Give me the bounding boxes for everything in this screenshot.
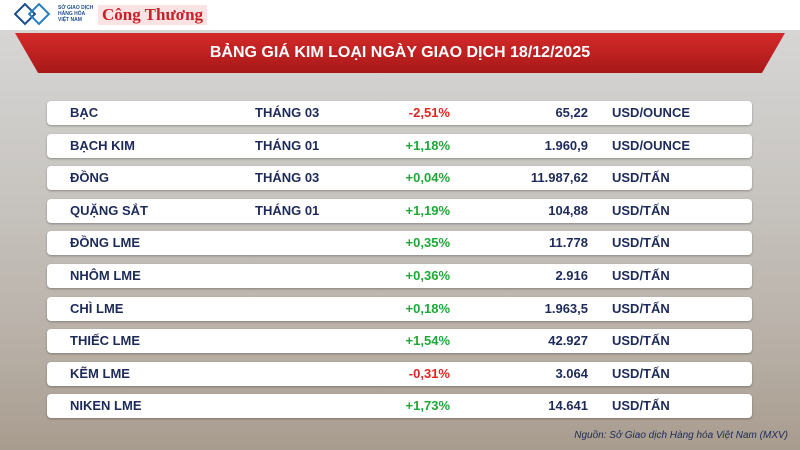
unit: USD/TẤN xyxy=(612,300,670,316)
metal-name: QUẶNG SẮT xyxy=(70,202,148,218)
metal-name: NIKEN LME xyxy=(70,398,142,414)
metal-name: BẠCH KIM xyxy=(70,137,135,153)
metal-name: BẠC xyxy=(70,105,99,120)
metal-name: ĐỒNG LME xyxy=(70,235,141,251)
price-change: +0,35% xyxy=(405,235,450,251)
price-change: +1,54% xyxy=(405,333,450,349)
contract-month: THÁNG 01 xyxy=(255,202,320,218)
price: 2.916 xyxy=(555,268,588,283)
metal-name: THIẾC LME xyxy=(70,333,141,349)
exchange-line: HÀNG HÓA xyxy=(58,11,86,17)
price: 65,22 xyxy=(555,105,588,120)
top-bar: SỞ GIAO DỊCH HÀNG HÓA VIỆT NAM Công Thươ… xyxy=(0,0,800,30)
unit: USD/TẤN xyxy=(612,235,670,251)
table-row: BẠCH KIM THÁNG 01 +1,18% 1.960,9 USD/OUNCE xyxy=(47,133,752,158)
price-change: +1,18% xyxy=(405,137,450,153)
price: 1.960,9 xyxy=(544,137,588,153)
contract-month: THÁNG 03 xyxy=(255,105,320,120)
price-change: +0,36% xyxy=(405,268,450,283)
table-row: ĐỒNG THÁNG 03 +0,04% 11.987,62 USD/TẤN xyxy=(47,166,752,191)
price: 42.927 xyxy=(548,333,588,349)
contract-month: THÁNG 03 xyxy=(255,170,320,186)
table-row: ĐỒNG LME +0,35% 11.778 USD/TẤN xyxy=(47,231,752,256)
price: 1.963,5 xyxy=(544,300,588,316)
exchange-line: SỞ GIAO DỊCH xyxy=(58,5,94,11)
source: Nguồn: Sở Giao dịch Hàng hóa Việt Nam (M… xyxy=(574,430,788,441)
table-row: BẠC THÁNG 03 -2,51% 65,22 USD/OUNCE xyxy=(47,101,752,125)
price: 11.778 xyxy=(548,235,588,251)
unit: USD/TẤN xyxy=(612,170,670,186)
brand-logo: Công Thương xyxy=(98,5,208,25)
metal-name: ĐỒNG xyxy=(70,170,109,186)
unit: USD/TẤN xyxy=(612,365,670,381)
price-change: -0,31% xyxy=(408,365,450,381)
table-row: THIẾC LME +1,54% 42.927 USD/TẤN xyxy=(47,329,752,354)
table-row: NIKEN LME +1,73% 14.641 USD/TẤN xyxy=(47,394,752,419)
unit: USD/TẤN xyxy=(612,202,670,218)
price-change: +0,18% xyxy=(405,300,450,316)
price: 3.064 xyxy=(555,365,588,381)
table-row: NHÔM LME +0,36% 2.916 USD/TẤN xyxy=(47,264,752,288)
price-change: +1,19% xyxy=(405,202,450,218)
title-banner xyxy=(15,33,785,73)
unit: USD/TẤN xyxy=(612,333,670,349)
unit: USD/TẤN xyxy=(612,268,670,283)
unit: USD/OUNCE xyxy=(612,137,691,153)
exchange-logo xyxy=(14,3,51,26)
metal-name: NHÔM LME xyxy=(70,268,141,283)
metal-name: KẼM LME xyxy=(70,365,130,381)
table-row: KẼM LME -0,31% 3.064 USD/TẤN xyxy=(47,361,752,386)
metal-name: CHÌ LME xyxy=(70,300,124,316)
price-change: +0,04% xyxy=(405,170,450,186)
price: 11.987,62 xyxy=(530,170,588,186)
unit: USD/OUNCE xyxy=(612,105,691,120)
contract-month: THÁNG 01 xyxy=(255,137,320,153)
price: 104,88 xyxy=(548,202,588,218)
price: 14.641 xyxy=(548,398,588,414)
price-change: +1,73% xyxy=(405,398,450,414)
table-row: QUẶNG SẮT THÁNG 01 +1,19% 104,88 USD/TẤN xyxy=(47,198,752,223)
unit: USD/TẤN xyxy=(612,398,670,414)
table-row: CHÌ LME +0,18% 1.963,5 USD/TẤN xyxy=(47,296,752,321)
title: BẢNG GIÁ KIM LOẠI NGÀY GIAO DỊCH 18/12/2… xyxy=(209,44,591,61)
exchange-line: VIỆT NAM xyxy=(58,17,82,23)
price-change: -2,51% xyxy=(408,105,450,120)
